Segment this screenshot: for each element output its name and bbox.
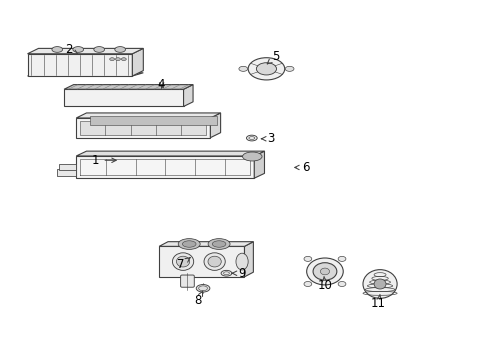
Ellipse shape — [208, 239, 229, 249]
Ellipse shape — [304, 256, 311, 261]
Text: 8: 8 — [194, 291, 203, 307]
Ellipse shape — [121, 58, 126, 60]
Polygon shape — [159, 246, 244, 277]
Polygon shape — [76, 156, 254, 178]
Text: 4: 4 — [158, 78, 165, 91]
Ellipse shape — [239, 66, 247, 71]
Text: 3: 3 — [261, 132, 274, 145]
Polygon shape — [90, 116, 216, 125]
Text: 11: 11 — [370, 294, 386, 310]
Ellipse shape — [176, 256, 189, 267]
Polygon shape — [210, 113, 220, 138]
Ellipse shape — [196, 284, 209, 292]
Ellipse shape — [221, 270, 231, 276]
Ellipse shape — [182, 241, 196, 247]
Polygon shape — [254, 151, 264, 178]
Ellipse shape — [246, 135, 257, 141]
Ellipse shape — [306, 258, 343, 285]
Ellipse shape — [312, 263, 336, 280]
Ellipse shape — [320, 268, 329, 275]
Text: 5: 5 — [266, 50, 279, 64]
Ellipse shape — [178, 239, 200, 249]
Ellipse shape — [115, 58, 120, 60]
Polygon shape — [27, 73, 143, 76]
Polygon shape — [64, 89, 183, 107]
Ellipse shape — [73, 46, 83, 52]
Ellipse shape — [337, 256, 345, 261]
Text: 9: 9 — [232, 267, 245, 280]
Ellipse shape — [362, 270, 396, 298]
FancyBboxPatch shape — [180, 275, 194, 287]
Polygon shape — [132, 48, 143, 76]
Ellipse shape — [115, 46, 125, 52]
Ellipse shape — [109, 58, 114, 60]
Text: 7: 7 — [177, 258, 190, 271]
Ellipse shape — [203, 253, 225, 270]
Text: 6: 6 — [294, 161, 308, 174]
Polygon shape — [27, 48, 143, 54]
Polygon shape — [159, 242, 253, 246]
Polygon shape — [27, 54, 132, 76]
Ellipse shape — [172, 253, 193, 270]
Text: 10: 10 — [317, 276, 332, 292]
Polygon shape — [76, 113, 220, 118]
Text: 2: 2 — [65, 42, 78, 55]
Polygon shape — [244, 242, 253, 277]
Ellipse shape — [207, 256, 221, 267]
Polygon shape — [59, 164, 76, 170]
Ellipse shape — [94, 46, 104, 52]
Ellipse shape — [212, 241, 225, 247]
Ellipse shape — [256, 63, 276, 75]
Ellipse shape — [373, 279, 385, 289]
Polygon shape — [76, 118, 210, 138]
Ellipse shape — [242, 152, 262, 161]
Ellipse shape — [236, 253, 247, 270]
Ellipse shape — [285, 66, 293, 71]
Ellipse shape — [247, 58, 284, 80]
Polygon shape — [80, 121, 206, 135]
Ellipse shape — [337, 282, 345, 287]
Polygon shape — [76, 151, 264, 156]
Text: 1: 1 — [92, 154, 116, 167]
Polygon shape — [57, 169, 76, 176]
Ellipse shape — [304, 282, 311, 287]
Polygon shape — [64, 85, 193, 89]
Ellipse shape — [52, 46, 62, 52]
Polygon shape — [183, 85, 193, 107]
